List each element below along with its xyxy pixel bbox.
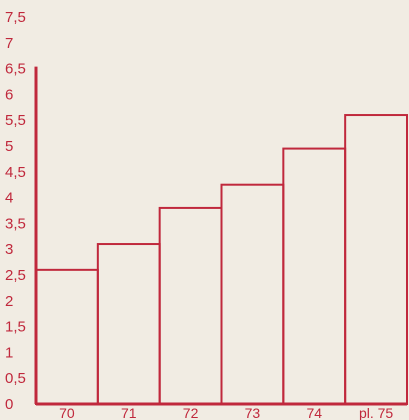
y-tick-label: 5,5 bbox=[5, 112, 26, 129]
bar-3 bbox=[158, 206, 223, 405]
y-tick-label: 1,5 bbox=[5, 319, 26, 336]
y-tick-label: 3,5 bbox=[5, 215, 26, 232]
x-tick-label: 70 bbox=[59, 405, 75, 420]
x-tick-label: 72 bbox=[183, 405, 199, 420]
y-tick-label: 6 bbox=[5, 86, 13, 103]
y-tick-labels: 0 0,5 1 1,5 2 2,5 3 3,5 4 4,5 5 5,5 6 6,5 7 7,5 bbox=[5, 9, 26, 413]
bar-5 bbox=[282, 147, 347, 405]
bar-6 bbox=[344, 114, 408, 405]
bars-group bbox=[35, 114, 408, 405]
x-tick-label: 71 bbox=[121, 405, 137, 420]
x-tick-label: 74 bbox=[306, 405, 322, 420]
y-tick-label: 3 bbox=[5, 241, 13, 258]
y-tick-label: 5 bbox=[5, 138, 13, 155]
y-tick-label: 1 bbox=[5, 344, 13, 361]
y-tick-label: 2 bbox=[5, 293, 13, 310]
bar-1 bbox=[35, 268, 99, 405]
y-tick-label: 7 bbox=[5, 35, 13, 52]
y-tick-label: 4,5 bbox=[5, 164, 26, 181]
bar-4 bbox=[220, 183, 285, 405]
axes-group bbox=[34, 66, 407, 406]
x-tick-label: pl. 75 bbox=[359, 405, 393, 420]
y-tick-label: 0,5 bbox=[5, 370, 26, 387]
bar-2 bbox=[96, 243, 161, 405]
y-tick-label: 6,5 bbox=[5, 61, 26, 78]
x-tick-labels: 70 71 72 73 74 pl. 75 bbox=[59, 405, 393, 420]
x-tick-label: 73 bbox=[245, 405, 261, 420]
y-tick-label: 2,5 bbox=[5, 267, 26, 284]
y-tick-label: 4 bbox=[5, 190, 13, 207]
y-tick-label: 0 bbox=[5, 396, 13, 413]
y-tick-label: 7,5 bbox=[5, 9, 26, 26]
